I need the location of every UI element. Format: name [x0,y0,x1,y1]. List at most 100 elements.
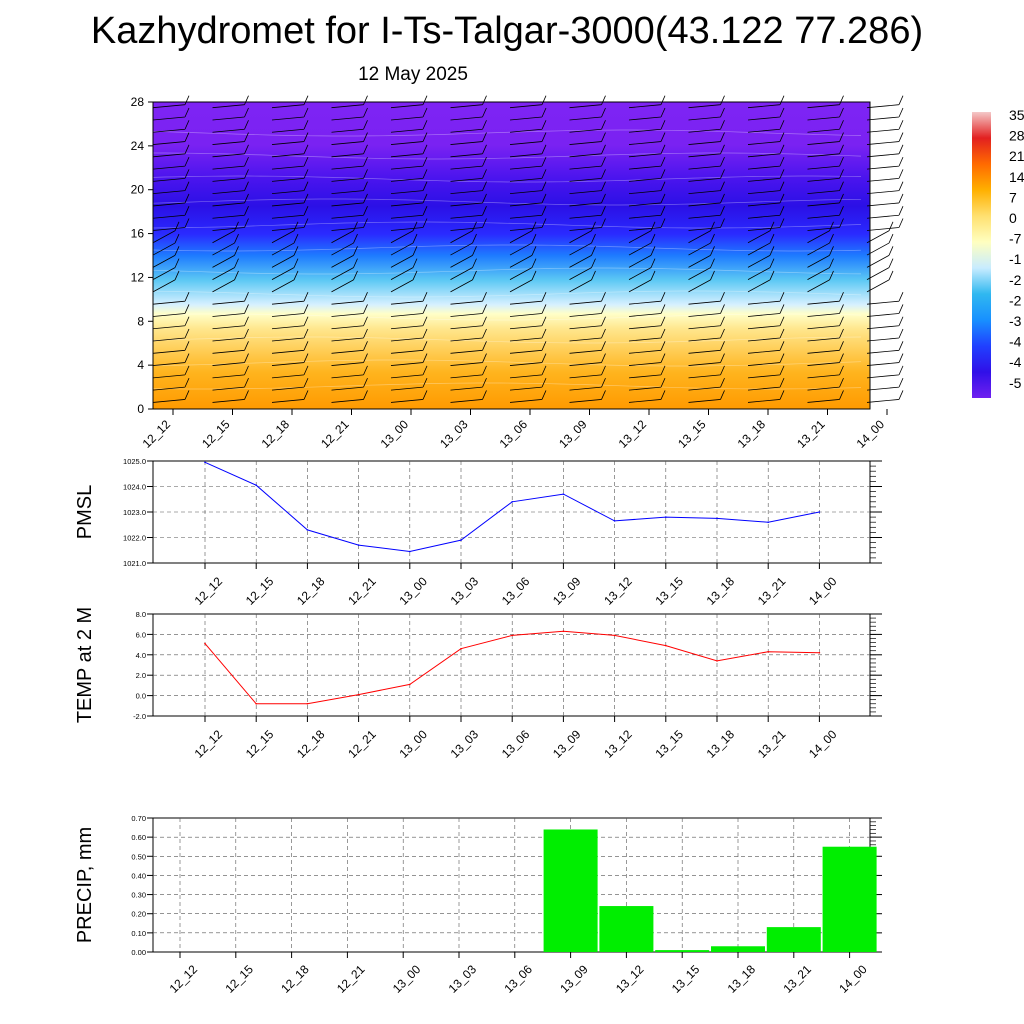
wind-barb [747,258,775,280]
wind-barb [688,169,725,182]
wind-barb [212,353,249,366]
isotherm-line [152,244,862,252]
wind-barb [628,95,666,109]
colorbar-fill [972,112,991,398]
wind-barb [212,218,249,231]
precip-bar [822,846,877,952]
x-tick-label: 14_00 [854,417,888,451]
wind-barb [628,341,666,354]
wind-barb [569,304,606,317]
series-point [357,544,360,546]
wind-barb [569,156,606,170]
wind-barb [271,193,309,207]
wind-barb [509,132,547,145]
wind-barb [866,390,904,403]
x-tick-label: 13_06 [501,962,535,996]
wind-barb [271,95,309,109]
wind-barb [747,107,785,121]
wind-barb [747,218,785,231]
wind-barb [569,206,606,219]
wind-barb [450,95,487,109]
wind-barb [569,292,606,305]
cross-section-panel: 0 4 8 12 16 20 24 28 12_12 12_15 12_18 12_21 13_00 13… [131,95,904,451]
wind-barb [152,258,180,280]
wind-barb [688,246,715,268]
wind-barb [688,132,725,145]
wind-barb [152,292,190,305]
wind-barb [569,169,606,182]
wind-barb [688,316,725,330]
wind-barb [212,304,249,317]
wind-barb [331,353,368,366]
wind-barb [390,316,428,330]
x-tick-label: 12_15 [199,417,233,451]
wind-barb [212,316,249,330]
series-point [613,520,616,522]
wind-barb [390,292,428,305]
y-tick-label: 0.60 [131,833,146,842]
wind-barb [509,258,537,280]
wind-barb [390,365,428,379]
wind-barb [331,95,368,109]
wind-barb [866,95,904,109]
wind-barb [569,270,596,293]
series-point [511,501,513,503]
wind-barb [152,156,190,170]
wind-barb [450,341,487,354]
wind-barb [569,233,596,256]
wind-barb [866,107,904,121]
colorbar-label: -4 [1009,354,1022,370]
wind-barb [212,156,249,170]
wind-barb [688,390,725,403]
wind-barb [509,365,547,379]
wind-barb [271,390,309,403]
x-tick-label: 13_12 [616,417,650,451]
wind-barb [807,144,844,158]
wind-barb [331,206,368,219]
y-tick-label: 1025.0 [123,457,146,466]
wind-barb [628,120,666,133]
wind-barb [688,206,725,219]
y-tick-label: 0.0 [136,692,146,701]
wind-barb [509,316,547,330]
wind-barb [688,120,725,133]
wind-barb [747,95,785,109]
colorbar-label: -5 [1009,375,1022,391]
x-tick-label: 13_12 [601,727,635,761]
wind-barb [688,304,725,317]
wind-barb [152,233,180,256]
colorbar: 35 28 21 14 7 0 -7 -1 -2 -2 -3 -4 -4 -5 [972,107,1024,398]
wind-barb [509,181,547,195]
wind-barb [866,328,904,342]
x-tick-label: 13_15 [652,727,686,761]
wind-barb [569,341,606,354]
wind-barb [628,144,666,158]
wind-barb [331,169,368,182]
x-tick-label: 12_21 [318,417,352,451]
wind-barb [152,304,190,317]
series-point [306,529,309,531]
wind-barb [807,169,844,182]
wind-barb [390,377,428,391]
wind-barb [331,304,368,317]
wind-barb [807,292,844,305]
wind-barb [450,181,487,195]
x-tick-label: 13_00 [378,417,412,451]
wind-barb [866,292,904,305]
wind-barb [212,95,249,109]
wind-barb [747,156,785,170]
wind-barb [807,341,844,354]
wind-barb [212,193,249,207]
isotherm-line [152,313,862,321]
series-point [204,461,206,464]
wind-barb [390,390,428,403]
isotherm-line [152,267,862,275]
x-tick-label: 13_18 [725,962,759,996]
wind-barb [747,365,785,379]
x-tick-label: 13_21 [794,417,828,451]
x-tick-label: 13_18 [735,417,769,451]
y-tick-label: 1023.0 [123,508,146,517]
wind-barb [390,132,428,145]
